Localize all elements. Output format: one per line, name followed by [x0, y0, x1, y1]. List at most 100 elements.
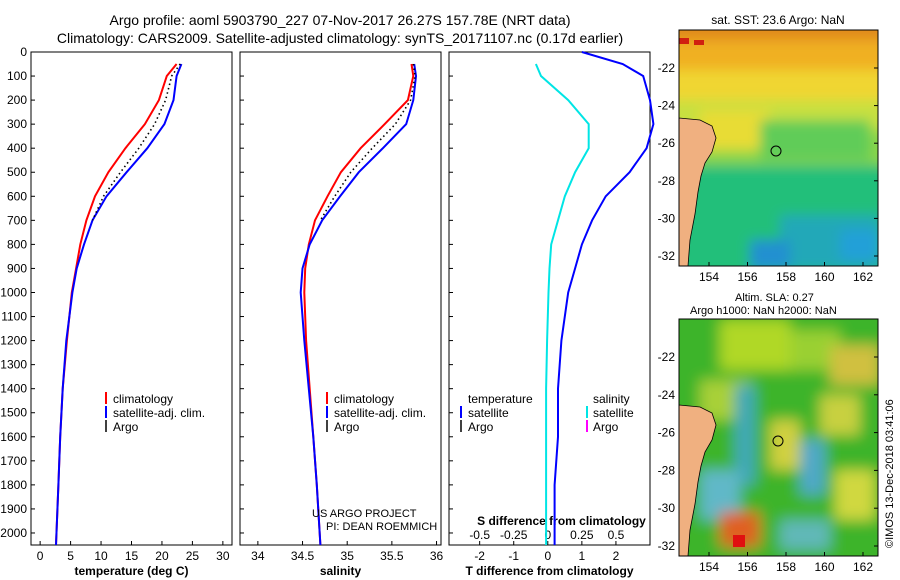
sst-land: [679, 117, 717, 266]
sla-float-marker: [772, 435, 784, 447]
depth-tick-label: 2000: [0, 526, 27, 540]
legend-diff-sal-satellite: satellite: [593, 406, 634, 420]
temperature-panel: 0 5 10 15 20 25 30 temperature (deg C): [30, 51, 233, 578]
map-xtick-label: 162: [853, 270, 873, 284]
imos-stamp: ©IMOS 13-Dec-2018 03:41:06: [884, 399, 896, 548]
sal-xtick-label: 35: [341, 549, 355, 563]
sst-title: sat. SST: 23.6 Argo: NaN: [711, 13, 844, 27]
diff-top-tick-label: -0.5: [469, 528, 490, 542]
diff-xtick-label: 1: [579, 549, 586, 563]
credit-line2: PI: DEAN ROEMMICH: [326, 521, 437, 533]
diff-xlabel: T difference from climatology: [465, 564, 633, 578]
legend-diff-temp-argo: Argo: [468, 420, 494, 434]
depth-tick-label: 1600: [0, 430, 27, 444]
legend-sal-argo: Argo: [334, 420, 360, 434]
diff-top-tick-label: 0.5: [608, 528, 625, 542]
temperature-legend: climatology satellite-adj. clim. Argo: [105, 392, 205, 434]
map-xtick-label: 156: [737, 270, 757, 284]
sal-series-satellite-adj-clim-: [299, 63, 418, 546]
depth-tick-label: 1500: [0, 406, 27, 420]
temp-xtick-label: 25: [186, 549, 200, 563]
map-ytick-label: -24: [658, 99, 676, 113]
sla-title2: Argo h1000: NaN h2000: NaN: [690, 305, 837, 317]
map-ytick-label: -22: [658, 350, 676, 364]
depth-tick-label: 1200: [0, 334, 27, 348]
temp-series-satellite-adj-clim-: [55, 63, 183, 546]
map-xtick-label: 158: [776, 560, 796, 574]
diff-xtick-label: 2: [613, 549, 620, 563]
map-ytick-label: -26: [658, 426, 676, 440]
salinity-panel: 34 34.5 35 35.5 36 salinity: [239, 51, 444, 578]
depth-tick-label: 1300: [0, 358, 27, 372]
temp-xtick-label: 0: [37, 549, 44, 563]
depth-tick-label: 1800: [0, 478, 27, 492]
depth-tick-label: 1400: [0, 382, 27, 396]
depth-tick-label: 0: [20, 45, 27, 59]
legend-sal-climatology: climatology: [334, 392, 394, 406]
sla-title1: Altim. SLA: 0.27: [735, 292, 814, 304]
map-ytick-label: -22: [658, 61, 676, 75]
legend-sal-satellite: satellite-adj. clim.: [334, 406, 426, 420]
depth-tick-label: 1000: [0, 285, 27, 299]
sal-xtick-label: 34.5: [291, 549, 315, 563]
depth-tick-label: 300: [7, 117, 27, 131]
legend-satellite: satellite-adj. clim.: [113, 406, 205, 420]
difference-legend: temperature satellite Argo salinity sate…: [460, 392, 634, 434]
map-ytick-label: -32: [658, 539, 676, 553]
depth-tick-label: 500: [7, 165, 27, 179]
map-ytick-label: -30: [658, 501, 676, 515]
sal-series-argo: [319, 63, 416, 221]
sst-float-marker: [770, 145, 782, 157]
sla-map-axes: 154 156 158 160 162 -22 -24 -26 -28 -30 -32: [658, 350, 878, 574]
map-xtick-label: 160: [814, 270, 834, 284]
map-xtick-label: 154: [699, 560, 719, 574]
header-line2: Climatology: CARS2009. Satellite-adjuste…: [57, 30, 623, 46]
temp-xtick-label: 5: [67, 549, 74, 563]
map-xtick-label: 160: [814, 560, 834, 574]
depth-tick-label: 1100: [1, 310, 27, 324]
depth-tick-label: 1900: [0, 502, 27, 516]
map-xtick-label: 156: [737, 560, 757, 574]
temp-xlabel: temperature (deg C): [74, 564, 188, 578]
depth-tick-label: 1700: [0, 454, 27, 468]
temp-xtick-label: 30: [216, 549, 230, 563]
sla-map: [678, 318, 879, 557]
map-ytick-label: -28: [658, 463, 676, 477]
temp-xtick-label: 10: [94, 549, 108, 563]
temp-xtick-label: 15: [125, 549, 139, 563]
depth-tick-label: 700: [7, 213, 27, 227]
temp-plot-frame: [30, 51, 233, 546]
diff-top-label: S difference from climatology: [477, 514, 646, 528]
depth-tick-label: 900: [7, 261, 27, 275]
sst-map-axes: 154 156 158 160 162 -22 -24 -26 -28 -30 -32: [658, 61, 878, 284]
sal-xtick-label: 35.5: [380, 549, 404, 563]
header-line1: Argo profile: aoml 5903790_227 07-Nov-20…: [109, 12, 570, 28]
salinity-legend: climatology satellite-adj. clim. Argo: [326, 392, 426, 434]
depth-tick-label: 800: [7, 237, 27, 251]
map-xtick-label: 158: [776, 270, 796, 284]
map-ytick-label: -32: [658, 249, 676, 263]
diff-xtick-label: -1: [508, 549, 519, 563]
legend-diff-sal-title: salinity: [593, 392, 630, 406]
diff-top-tick-label: 0: [544, 528, 551, 542]
legend-climatology: climatology: [113, 392, 173, 406]
diff-plot-frame: [448, 51, 651, 546]
depth-tick-label: 400: [7, 141, 27, 155]
depth-tick-label: 100: [7, 69, 27, 83]
sal-xtick-label: 34: [251, 549, 265, 563]
diff-series-satellite: [553, 51, 655, 545]
diff-series-satellite-salinity-: [534, 63, 590, 545]
depth-tick-label: 600: [7, 189, 27, 203]
diff-top-tick-label: 0.25: [570, 528, 594, 542]
credit-line1: US ARGO PROJECT: [312, 508, 417, 520]
map-xtick-label: 162: [853, 560, 873, 574]
legend-diff-temp-satellite: satellite: [468, 406, 509, 420]
diff-xtick-label: 0: [544, 549, 551, 563]
legend-diff-temp-title: temperature: [468, 392, 533, 406]
legend-diff-sal-argo: Argo: [593, 420, 619, 434]
map-ytick-label: -30: [658, 211, 676, 225]
diff-top-tick-label: -0.25: [500, 528, 528, 542]
map-ytick-label: -28: [658, 174, 676, 188]
map-ytick-label: -24: [658, 388, 676, 402]
legend-argo: Argo: [113, 420, 139, 434]
